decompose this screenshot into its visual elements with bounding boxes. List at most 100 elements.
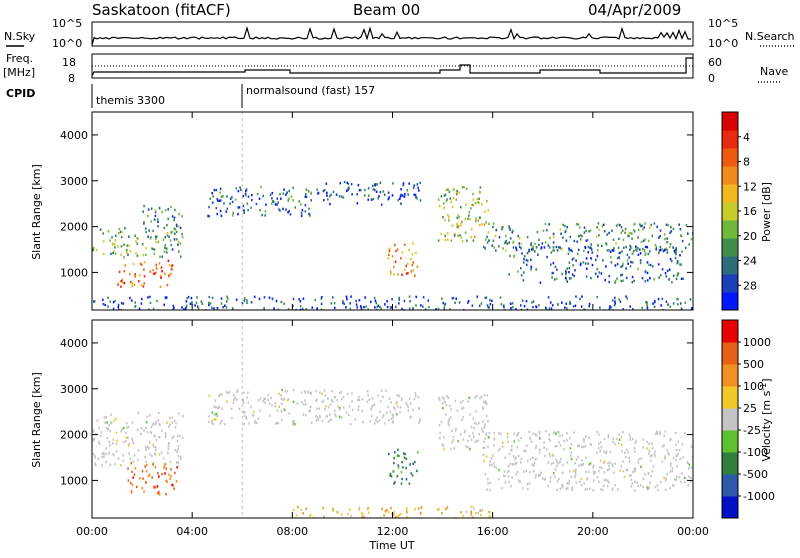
data-cell	[537, 253, 539, 256]
x-tick-label: 12:00	[377, 525, 409, 538]
data-cell	[573, 431, 575, 434]
data-cell	[512, 455, 515, 458]
data-cell	[152, 462, 154, 466]
data-cell	[577, 248, 580, 252]
data-cell	[675, 431, 677, 435]
data-cell	[347, 392, 349, 396]
data-cell	[131, 282, 134, 285]
data-cell	[375, 301, 378, 305]
data-cell	[611, 249, 614, 252]
data-cell	[159, 274, 162, 277]
data-cell	[512, 246, 515, 249]
data-cell	[144, 456, 146, 459]
data-cell	[570, 451, 573, 454]
data-cell	[487, 209, 489, 212]
data-cell	[131, 483, 134, 487]
data-cell	[535, 444, 537, 448]
data-cell	[407, 409, 410, 412]
data-cell	[278, 208, 280, 211]
data-cell	[561, 486, 564, 489]
colorbar-tick-label: 8	[743, 156, 750, 169]
data-cell	[254, 421, 256, 424]
data-cell	[649, 277, 651, 280]
data-cell	[395, 249, 397, 253]
data-cell	[664, 479, 667, 482]
data-cell	[509, 302, 512, 305]
data-cell	[629, 438, 632, 441]
data-cell	[171, 268, 173, 271]
data-cell	[322, 189, 325, 193]
data-cell	[349, 307, 352, 310]
data-cell	[690, 445, 693, 448]
data-cell	[617, 488, 619, 491]
data-cell	[486, 304, 489, 307]
data-cell	[561, 272, 563, 276]
data-cell	[491, 244, 494, 247]
data-cell	[561, 483, 564, 487]
data-cell	[180, 255, 182, 258]
data-cell	[410, 472, 413, 475]
data-cell	[508, 469, 510, 473]
data-cell	[567, 252, 570, 255]
data-cell	[177, 243, 179, 246]
data-cell	[363, 306, 365, 309]
data-cell	[151, 454, 153, 458]
data-cell	[166, 283, 169, 287]
data-cell	[524, 449, 527, 453]
data-cell	[465, 510, 468, 513]
data-cell	[610, 261, 613, 264]
data-cell	[179, 226, 182, 230]
data-cell	[653, 453, 656, 456]
data-cell	[226, 207, 229, 210]
data-cell	[409, 463, 411, 466]
data-cell	[137, 449, 140, 452]
data-cell	[629, 248, 631, 251]
data-cell	[382, 190, 385, 193]
colorbar-segment	[722, 148, 738, 167]
data-cell	[504, 249, 507, 252]
data-cell	[603, 471, 606, 474]
data-cell	[410, 257, 412, 261]
data-cell	[570, 457, 573, 461]
data-cell	[461, 418, 463, 422]
data-cell	[593, 479, 595, 482]
data-cell	[415, 251, 417, 254]
data-cell	[583, 231, 586, 234]
data-cell	[398, 298, 401, 301]
data-cell	[472, 432, 474, 435]
data-cell	[361, 398, 364, 401]
data-cell	[548, 452, 551, 456]
data-cell	[163, 250, 166, 253]
data-cell	[609, 305, 611, 308]
data-cell	[190, 296, 193, 300]
data-cell	[603, 450, 606, 454]
data-cell	[116, 439, 118, 442]
data-cell	[470, 438, 473, 441]
data-cell	[333, 306, 336, 310]
data-cell	[591, 251, 594, 254]
data-cell	[131, 299, 133, 302]
data-cell	[342, 406, 345, 409]
data-cell	[483, 426, 486, 429]
data-cell	[258, 197, 261, 200]
data-cell	[580, 463, 582, 467]
data-cell	[626, 297, 629, 300]
data-cell	[536, 230, 539, 234]
data-cell	[479, 509, 481, 512]
data-cell	[339, 406, 341, 410]
data-cell	[577, 223, 579, 226]
data-cell	[197, 307, 200, 310]
data-cell	[573, 239, 576, 243]
data-cell	[393, 461, 395, 465]
data-cell	[185, 304, 188, 307]
data-cell	[307, 391, 310, 394]
data-cell	[285, 193, 287, 196]
data-cell	[122, 440, 125, 444]
data-cell	[584, 444, 587, 448]
data-cell	[145, 426, 147, 430]
data-cell	[320, 302, 323, 306]
data-cell	[181, 233, 183, 236]
data-cell	[510, 449, 512, 452]
data-cell	[379, 305, 381, 309]
data-cell	[119, 464, 122, 467]
